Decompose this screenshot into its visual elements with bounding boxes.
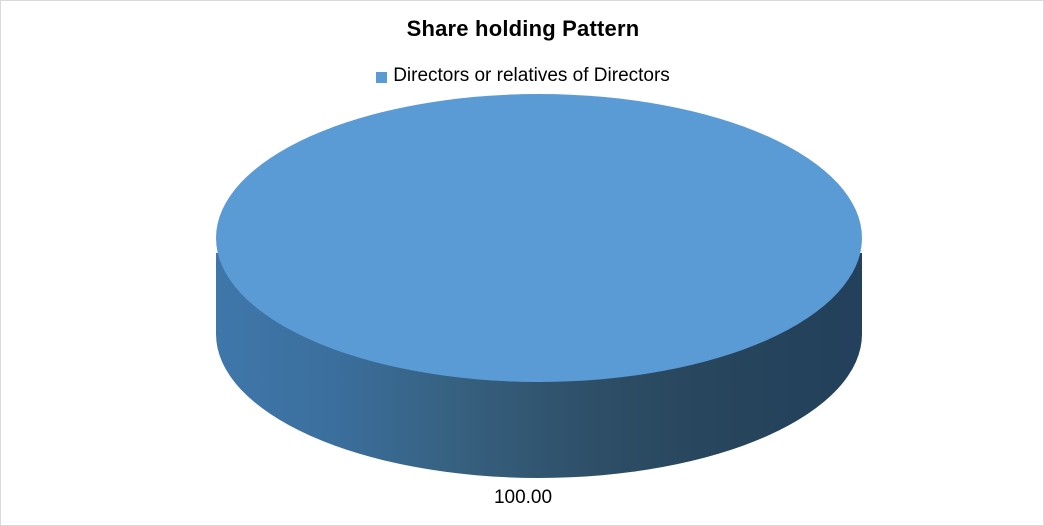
pie-3d-graphic — [216, 94, 862, 478]
legend-swatch-square-icon — [376, 71, 388, 83]
pie-slice-group[interactable] — [214, 93, 864, 483]
chart-legend[interactable]: Directors or relatives of Directors — [1, 65, 1043, 87]
page-title: Share holding Pattern — [406, 16, 640, 41]
legend-item-directors-or-relatives-of-directors[interactable]: Directors or relatives of Directors — [376, 65, 670, 87]
pie-slice-directors-or-relatives-of-directors[interactable] — [216, 94, 862, 382]
legend-item-label: Directors or relatives of Directors — [393, 65, 670, 86]
pie-data-label: 100.00 — [493, 487, 553, 508]
